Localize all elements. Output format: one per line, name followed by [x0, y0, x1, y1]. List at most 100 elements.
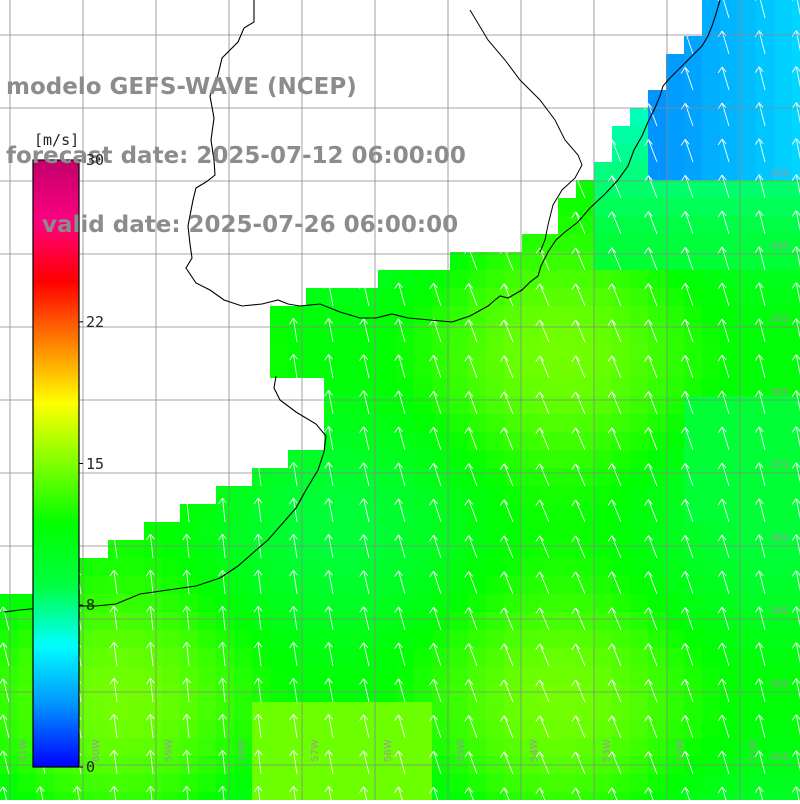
- field-cell: [738, 396, 756, 414]
- field-cell: [378, 648, 396, 666]
- field-cell: [756, 576, 774, 594]
- field-cell: [0, 594, 18, 612]
- field-cell: [666, 576, 684, 594]
- field-cell: [666, 684, 684, 702]
- field-cell: [504, 702, 522, 720]
- field-cell: [666, 414, 684, 432]
- field-cell: [378, 540, 396, 558]
- field-cell: [18, 774, 36, 792]
- field-cell: [522, 630, 540, 648]
- field-cell: [198, 702, 216, 720]
- field-cell: [684, 396, 702, 414]
- field-cell: [0, 720, 18, 738]
- field-cell: [558, 198, 576, 216]
- field-cell: [630, 504, 648, 522]
- field-cell: [414, 630, 432, 648]
- field-cell: [90, 558, 108, 576]
- field-cell: [630, 342, 648, 360]
- field-cell: [396, 342, 414, 360]
- field-cell: [0, 702, 18, 720]
- field-cell: [684, 108, 702, 126]
- field-cell: [666, 306, 684, 324]
- field-cell: [666, 144, 684, 162]
- field-cell: [594, 342, 612, 360]
- field-cell: [630, 594, 648, 612]
- field-cell: [684, 468, 702, 486]
- field-cell: [396, 396, 414, 414]
- field-cell: [738, 558, 756, 576]
- field-cell: [612, 306, 630, 324]
- field-cell: [540, 594, 558, 612]
- field-cell: [522, 612, 540, 630]
- field-cell: [342, 414, 360, 432]
- field-cell: [540, 522, 558, 540]
- field-cell: [720, 288, 738, 306]
- field-cell: [162, 522, 180, 540]
- field-cell: [702, 414, 720, 432]
- field-cell: [324, 648, 342, 666]
- field-cell: [234, 666, 252, 684]
- field-cell: [666, 360, 684, 378]
- field-cell: [450, 342, 468, 360]
- field-cell: [702, 216, 720, 234]
- field-cell: [90, 774, 108, 792]
- field-cell: [774, 630, 792, 648]
- field-cell: [756, 90, 774, 108]
- field-cell: [558, 252, 576, 270]
- field-cell: [306, 522, 324, 540]
- field-cell: [126, 720, 144, 738]
- longitude-label: 57W: [310, 739, 321, 762]
- field-cell: [684, 36, 702, 54]
- field-cell: [720, 576, 738, 594]
- field-cell: [702, 234, 720, 252]
- field-cell: [738, 144, 756, 162]
- field-cell: [684, 792, 702, 800]
- field-cell: [738, 630, 756, 648]
- field-cell: [558, 414, 576, 432]
- field-cell: [234, 648, 252, 666]
- field-cell: [540, 486, 558, 504]
- field-cell: [414, 504, 432, 522]
- longitude-label: 56W: [383, 739, 394, 762]
- field-cell: [414, 378, 432, 396]
- field-cell: [630, 486, 648, 504]
- field-cell: [558, 342, 576, 360]
- field-cell: [666, 162, 684, 180]
- field-cell: [702, 90, 720, 108]
- field-cell: [198, 558, 216, 576]
- field-cell: [630, 234, 648, 252]
- field-cell: [702, 702, 720, 720]
- field-cell: [720, 396, 738, 414]
- field-cell: [702, 252, 720, 270]
- field-cell: [522, 702, 540, 720]
- field-cell: [684, 612, 702, 630]
- field-cell: [684, 360, 702, 378]
- field-cell: [342, 774, 360, 792]
- field-cell: [36, 792, 54, 800]
- field-cell: [414, 522, 432, 540]
- field-cell: [108, 630, 126, 648]
- field-cell: [558, 306, 576, 324]
- field-cell: [738, 216, 756, 234]
- field-cell: [774, 216, 792, 234]
- field-cell: [108, 738, 126, 756]
- longitude-label: 53W: [602, 739, 613, 762]
- field-cell: [414, 360, 432, 378]
- field-cell: [522, 360, 540, 378]
- field-cell: [756, 36, 774, 54]
- field-cell: [630, 558, 648, 576]
- field-cell: [522, 306, 540, 324]
- field-cell: [648, 198, 666, 216]
- field-cell: [702, 72, 720, 90]
- field-cell: [576, 378, 594, 396]
- field-cell: [378, 720, 396, 738]
- field-cell: [666, 198, 684, 216]
- field-cell: [198, 612, 216, 630]
- field-cell: [576, 558, 594, 576]
- field-cell: [468, 252, 486, 270]
- field-cell: [342, 486, 360, 504]
- field-cell: [414, 774, 432, 792]
- field-cell: [468, 396, 486, 414]
- field-cell: [378, 522, 396, 540]
- field-cell: [486, 558, 504, 576]
